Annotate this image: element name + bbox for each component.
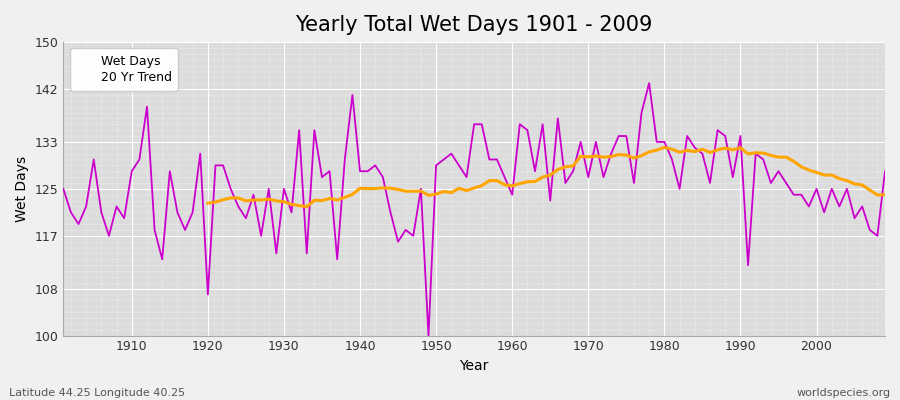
Line: Wet Days: Wet Days	[63, 83, 885, 336]
20 Yr Trend	[879, 192, 890, 197]
Wet Days	[119, 216, 130, 220]
20 Yr Trend	[293, 203, 304, 208]
Wet Days	[515, 122, 526, 127]
Wet Days	[332, 257, 343, 262]
20 Yr Trend	[780, 155, 791, 160]
Wet Days	[879, 169, 890, 174]
Y-axis label: Wet Days: Wet Days	[15, 156, 29, 222]
20 Yr Trend	[416, 189, 427, 194]
Wet Days	[286, 210, 297, 215]
20 Yr Trend	[689, 149, 700, 154]
Legend: Wet Days, 20 Yr Trend: Wet Days, 20 Yr Trend	[69, 48, 178, 91]
Wet Days	[644, 81, 654, 86]
Line: 20 Yr Trend: 20 Yr Trend	[208, 148, 885, 207]
20 Yr Trend	[302, 204, 312, 209]
Text: worldspecies.org: worldspecies.org	[796, 388, 891, 398]
Wet Days	[58, 186, 68, 191]
Wet Days	[507, 192, 517, 197]
Title: Yearly Total Wet Days 1901 - 2009: Yearly Total Wet Days 1901 - 2009	[295, 15, 652, 35]
20 Yr Trend	[659, 145, 670, 150]
20 Yr Trend	[864, 188, 875, 192]
Text: Latitude 44.25 Longitude 40.25: Latitude 44.25 Longitude 40.25	[9, 388, 185, 398]
20 Yr Trend	[202, 201, 213, 206]
20 Yr Trend	[796, 164, 806, 169]
Wet Days	[423, 333, 434, 338]
X-axis label: Year: Year	[460, 359, 489, 373]
Wet Days	[606, 151, 616, 156]
